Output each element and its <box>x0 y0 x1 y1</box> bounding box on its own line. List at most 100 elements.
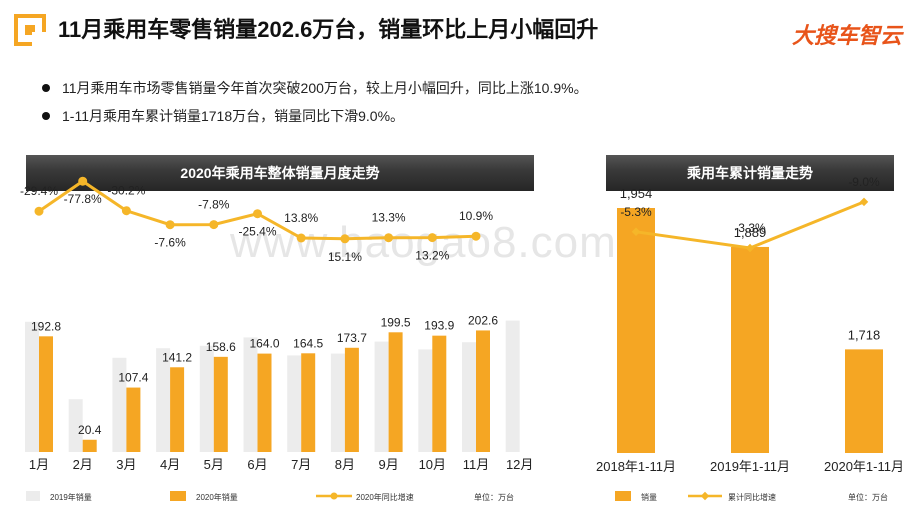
x-tick-label: 2月 <box>73 457 93 472</box>
bar-2020 <box>388 332 403 452</box>
unit-label: 单位：万台 <box>848 492 888 502</box>
yoy-value-label: 13.8% <box>284 211 318 225</box>
bar-value-label: 192.8 <box>31 319 61 333</box>
yoy-point <box>471 231 481 241</box>
legend-label: 累计同比增速 <box>728 492 776 502</box>
bar-cumulative <box>731 246 769 453</box>
yoy-value-label: -25.4% <box>238 225 276 239</box>
yoy-value-label: -5.3% <box>620 205 652 219</box>
yoy-value-label: 13.3% <box>372 211 406 225</box>
bar-2020 <box>476 330 490 452</box>
bar-value-label: 193.9 <box>424 319 454 333</box>
bar-2019 <box>112 357 127 452</box>
bar-cumulative <box>845 349 883 453</box>
x-tick-label: 11月 <box>463 457 490 472</box>
yoy-point <box>34 206 44 216</box>
brand-logo: 大搜车智云 <box>791 23 902 48</box>
x-tick-label: 6月 <box>247 457 267 472</box>
legend-label: 2020年同比增速 <box>356 492 414 502</box>
legend-swatch-sales <box>615 491 631 501</box>
yoy-value-label: 15.1% <box>328 250 362 264</box>
bar-2020 <box>344 347 359 452</box>
bar-value-label: 164.0 <box>249 337 279 351</box>
bar-2020 <box>82 439 97 452</box>
unit-label: 单位：万台 <box>474 492 514 502</box>
bar-2020 <box>432 335 447 452</box>
bar-2020 <box>301 353 316 452</box>
yoy-value-label: -9.0% <box>848 175 880 189</box>
bar-2019 <box>462 342 476 452</box>
yoy-point <box>296 233 306 243</box>
bar-value-label: 158.6 <box>206 340 236 354</box>
bar-value-label: 173.7 <box>337 331 367 345</box>
bar-2019 <box>68 399 83 452</box>
monthly-sales-chart: 192.8 1月 20.4 2月 107.4 3月 141.2 4月 158.6 5月 164.0 6… <box>20 176 533 502</box>
monthly-chart-title: 2020年乘用车整体销量月度走势 <box>26 155 534 191</box>
x-tick-label: 4月 <box>160 457 180 472</box>
bar-value-label: 1,718 <box>848 327 881 342</box>
legend-swatch-2020 <box>170 491 186 501</box>
x-tick-label: 12月 <box>506 457 533 472</box>
x-tick-label: 7月 <box>291 457 311 472</box>
bar-value-label: 1,954 <box>620 186 653 201</box>
bar-2019 <box>243 337 258 452</box>
bar-2019 <box>330 353 345 452</box>
x-tick-label: 3月 <box>116 457 136 472</box>
bar-2019 <box>505 320 520 452</box>
legend-swatch-2019 <box>26 491 40 501</box>
yoy-value-label: -3.3% <box>734 221 766 235</box>
bar-2019 <box>199 345 214 452</box>
bar-2019 <box>25 321 39 452</box>
yoy-value-label: 10.9% <box>459 209 493 223</box>
yoy-value-label: -29.4% <box>20 184 58 198</box>
yoy-point <box>340 234 350 244</box>
bar-value-label: 20.4 <box>78 423 102 437</box>
yoy-value-label: -7.6% <box>154 236 186 250</box>
x-tick-label: 2020年1-11月 <box>824 459 904 474</box>
legend-label: 销量 <box>641 492 657 502</box>
yoy-point <box>427 233 437 243</box>
yoy-point <box>209 220 219 230</box>
yoy-point <box>121 206 131 216</box>
yoy-value-label: -30.2% <box>107 184 145 198</box>
bar-2020 <box>126 387 141 452</box>
legend-label: 2019年销量 <box>50 492 92 502</box>
x-tick-label: 2019年1-11月 <box>710 459 790 474</box>
yoy-point <box>165 220 175 230</box>
bar-2019 <box>418 349 433 452</box>
x-tick-label: 5月 <box>204 457 224 472</box>
yoy-value-label: -7.8% <box>198 198 230 212</box>
bar-value-label: 141.2 <box>162 350 192 364</box>
x-tick-label: 1月 <box>29 457 49 472</box>
legend-marker <box>700 491 710 501</box>
x-tick-label: 9月 <box>378 457 398 472</box>
legend-label: 2020年销量 <box>196 492 238 502</box>
bar-cumulative <box>617 208 655 453</box>
bar-2019 <box>374 341 389 452</box>
bar-2020 <box>213 356 228 452</box>
bar-2019 <box>287 355 302 452</box>
bar-2019 <box>156 348 171 452</box>
yoy-point <box>859 197 869 207</box>
page-title: 11月乘用车零售销量202.6万台，销量环比上月小幅回升 <box>58 17 599 42</box>
legend-marker <box>330 492 338 500</box>
bar-value-label: 199.5 <box>381 315 411 329</box>
watermark: www.baogao8.com <box>230 218 617 267</box>
bar-value-label: 164.5 <box>293 336 323 350</box>
bar-value-label: 202.6 <box>468 313 498 327</box>
yoy-point <box>384 233 394 243</box>
x-tick-label: 8月 <box>335 457 355 472</box>
cumulative-chart-title: 乘用车累计销量走势 <box>606 155 894 191</box>
bar-2020 <box>257 353 272 452</box>
x-tick-label: 10月 <box>419 457 446 472</box>
bullet-list: 11月乘用车市场零售销量今年首次突破200万台，较上月小幅回升，同比上涨10.9… <box>42 76 588 132</box>
yoy-value-label: -77.8% <box>64 192 102 206</box>
yoy-point <box>253 209 262 219</box>
bar-value-label: 1,889 <box>734 225 767 240</box>
logo-square-icon <box>14 14 46 46</box>
yoy-value-label: 13.2% <box>415 249 449 263</box>
bar-2020 <box>170 367 185 452</box>
bullet-item: 11月乘用车市场零售销量今年首次突破200万台，较上月小幅回升，同比上涨10.9… <box>42 76 588 104</box>
x-tick-label: 2018年1-11月 <box>596 459 676 474</box>
